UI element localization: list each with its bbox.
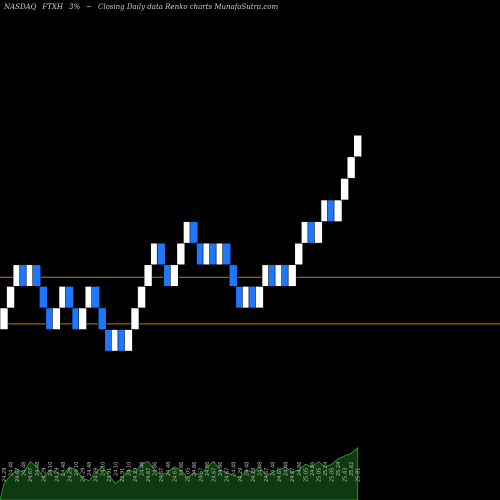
tick-label: 24.48 [140,462,146,476]
tick-label: 25.43 [343,468,349,482]
renko-brick-up [294,242,304,266]
tick-label: 24.48 [61,462,67,476]
tick-label: 24.67 [15,468,21,482]
tick-label: 25.81 [356,468,362,482]
tick-label: 24.29 [68,468,74,482]
tick-label: 24.29 [94,468,100,482]
tick-label: 24.86 [218,462,224,476]
tick-label: 24.10 [74,462,80,476]
tick-label: 24.48 [271,462,277,476]
tick-label: 24.67 [199,468,205,482]
tick-label: 24.48 [284,462,290,476]
tick-label: 24.67 [159,468,165,482]
change-label: 3% [69,3,81,11]
tick-label: 24.48 [22,462,28,476]
tick-label: 24.48 [87,462,93,476]
renko-brick-up [130,307,140,330]
tick-label: 24.86 [205,462,211,476]
renko-brick-up [340,178,349,201]
tick-label: 24.86 [297,462,303,476]
tick-label: 25.05 [303,468,309,482]
tick-label: 25.62 [349,462,355,476]
tick-label: 25.24 [323,462,329,476]
tick-label: 24.29 [2,468,8,482]
tick-label: 24.29 [41,468,47,482]
renko-brick-up [346,156,356,179]
tick-label: 24.29 [133,468,139,482]
renko-brick-down [32,264,42,287]
tick-label: 24.86 [179,462,185,476]
tick-label: 24.29 [238,468,244,482]
renko-brick-down [222,242,231,266]
symbol-label: FTXH [42,3,64,11]
renko-brick-up [143,264,153,287]
renko-brick-up [170,264,179,287]
tick-label: 24.67 [146,468,152,482]
tick-label: 24.48 [166,462,172,476]
tick-label: 25.05 [316,468,322,482]
chart-subtitle: Closing Daily data Renko charts MunafaSu… [98,3,279,11]
tick-label: 24.29 [251,468,257,482]
renko-brick-up [78,307,87,330]
renko-brick-up [333,199,343,222]
renko-brick-up [137,286,146,309]
tick-label: 24.29 [54,468,60,482]
tick-label: 24.86 [153,462,159,476]
tick-label: 25.24 [336,462,342,476]
chart-title: NASDAQ FTXH 3% ~ Closing Daily data Renko ch… [4,3,284,11]
tick-label: 24.67 [264,468,270,482]
renko-brick-down [91,286,100,309]
arrow-glyph: ~ [86,3,92,11]
renko-brick-up [176,242,186,266]
tick-label: 24.10 [48,462,54,476]
tick-label: 25.05 [185,468,191,482]
renko-brick-down [38,286,48,309]
tick-label: 24.67 [172,468,178,482]
tick-label: 24.67 [212,468,218,482]
tick-label: 24.48 [257,462,263,476]
tick-label: 24.48 [244,462,250,476]
renko-brick-down [97,307,107,330]
volume-area [0,446,359,500]
renko-brick-down [189,221,199,244]
tick-label: 24.67 [290,468,296,482]
tick-label: 25.05 [330,468,336,482]
exchange-label: NASDAQ [4,3,37,11]
renko-brick-down [228,264,238,287]
renko-brick-up [6,286,15,309]
tick-label: 23.91 [120,468,126,482]
renko-brick-up [0,307,9,330]
tick-label: 24.86 [192,462,198,476]
renko-brick-up [52,307,61,330]
tick-label: 24.48 [35,462,41,476]
tick-label: 24.67 [277,468,283,482]
tick-label: 24.29 [81,468,87,482]
tick-label: 23.91 [107,468,113,482]
tick-label: 24.67 [28,468,34,482]
tick-label: 24.10 [113,462,119,476]
renko-brick-up [124,329,133,352]
renko-brick-up [287,264,297,287]
tick-label: 24.10 [100,462,106,476]
renko-brick-up [255,286,264,309]
renko-brick-down [65,286,74,309]
tick-label: 24.48 [9,462,15,476]
renko-brick-up [314,221,323,244]
renko-brick-down [156,242,166,266]
tick-label: 24.67 [225,468,231,482]
tick-label: 24.10 [126,462,132,476]
tick-label: 24.86 [310,462,316,476]
tick-label: 24.48 [231,462,237,476]
renko-brick-up [353,134,363,158]
